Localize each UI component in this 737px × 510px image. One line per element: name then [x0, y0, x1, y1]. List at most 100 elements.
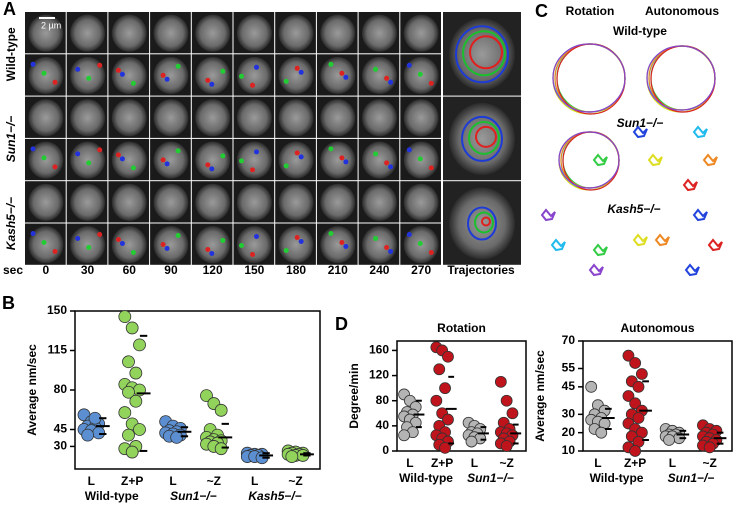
- nucleus: [278, 14, 314, 52]
- nucleus: [111, 141, 147, 179]
- marker: [175, 148, 181, 154]
- marker: [75, 66, 81, 72]
- marker: [343, 74, 349, 80]
- trajectory: [654, 233, 670, 247]
- column-title: Autonomous: [645, 4, 719, 18]
- marker: [373, 236, 379, 241]
- nucleus: [278, 56, 314, 95]
- plot-frame: [396, 340, 527, 452]
- trajectory: [632, 125, 648, 139]
- data-point: [442, 350, 454, 363]
- nucleus: [236, 226, 272, 264]
- marker: [339, 240, 345, 245]
- marker: [175, 233, 181, 238]
- marker: [294, 65, 300, 71]
- trajectory: [692, 208, 708, 222]
- nucleus: [361, 183, 397, 221]
- group-label: Sun1−/−: [467, 471, 514, 485]
- trajectory: [455, 25, 509, 84]
- marker: [428, 80, 434, 86]
- trajectories-label: Trajectories: [447, 263, 515, 277]
- marker: [97, 232, 103, 237]
- trajectory: [558, 131, 620, 189]
- chart-title: Rotation: [437, 321, 486, 335]
- trajectory: [592, 153, 608, 167]
- marker: [254, 149, 259, 155]
- nucleus: [361, 14, 397, 52]
- marker: [160, 72, 166, 78]
- trajectory: [647, 153, 663, 167]
- data-point: [430, 394, 443, 407]
- marker: [239, 243, 244, 248]
- nucleus: [195, 226, 231, 264]
- x-tick-label: L: [594, 456, 601, 470]
- nucleus: [236, 99, 272, 137]
- marker: [220, 68, 226, 74]
- data-point: [129, 394, 143, 408]
- data-point: [122, 385, 135, 399]
- scale-bar-label: 2 µm: [41, 20, 61, 30]
- plot-frame: [74, 310, 321, 470]
- nucleus: [111, 56, 147, 95]
- marker: [328, 61, 334, 67]
- nucleus: [153, 56, 189, 95]
- group-label: Sun1−/−: [668, 471, 715, 485]
- marker: [220, 153, 226, 159]
- data-point: [118, 406, 132, 419]
- nucleus: [320, 183, 356, 221]
- time-label: 180: [286, 263, 306, 277]
- nucleus: [236, 141, 272, 179]
- marker: [373, 151, 379, 157]
- data-point: [439, 441, 451, 454]
- data-point: [125, 445, 139, 459]
- data-point: [285, 450, 299, 463]
- data-point: [170, 430, 184, 444]
- data-point: [663, 434, 675, 446]
- marker: [294, 150, 300, 156]
- marker: [209, 251, 215, 256]
- nucleus: [278, 226, 314, 264]
- marker: [384, 245, 390, 250]
- data-point: [398, 429, 410, 442]
- marker: [339, 70, 345, 76]
- y-axis-label: Degree/min: [347, 363, 361, 428]
- marker: [86, 75, 92, 81]
- marker: [384, 75, 390, 81]
- marker: [175, 63, 181, 69]
- nucleus: [28, 183, 64, 221]
- x-tick-label: L: [669, 456, 676, 470]
- row-label: Wild-type: [4, 27, 18, 81]
- marker: [119, 156, 125, 162]
- data-point: [506, 407, 519, 420]
- x-tick-label: L: [169, 474, 176, 488]
- marker: [115, 237, 121, 242]
- row-title: Sun1−/−: [617, 116, 664, 130]
- nucleus: [278, 183, 314, 221]
- x-tick-label: L: [251, 474, 258, 488]
- time-label: 270: [411, 263, 431, 277]
- data-point: [433, 363, 446, 376]
- data-point: [133, 338, 146, 352]
- trajectory: [684, 263, 700, 277]
- marker: [298, 239, 304, 244]
- marker: [164, 246, 170, 251]
- x-tick-label: L: [406, 456, 413, 470]
- data-point: [122, 355, 135, 369]
- nucleus: [153, 99, 189, 137]
- data-point: [500, 394, 513, 407]
- marker: [86, 245, 92, 250]
- marker: [384, 160, 390, 166]
- marker: [339, 155, 345, 161]
- panel-label: D: [335, 314, 348, 334]
- data-point: [703, 441, 716, 454]
- plot-frame: [582, 340, 733, 452]
- x-tick-label: L: [471, 456, 478, 470]
- marker: [30, 146, 36, 152]
- data-point: [632, 412, 645, 424]
- marker: [52, 79, 58, 85]
- marker: [205, 247, 211, 252]
- marker: [97, 62, 103, 68]
- y-tick-label: 120: [369, 368, 389, 382]
- y-tick-label: 80: [376, 393, 390, 407]
